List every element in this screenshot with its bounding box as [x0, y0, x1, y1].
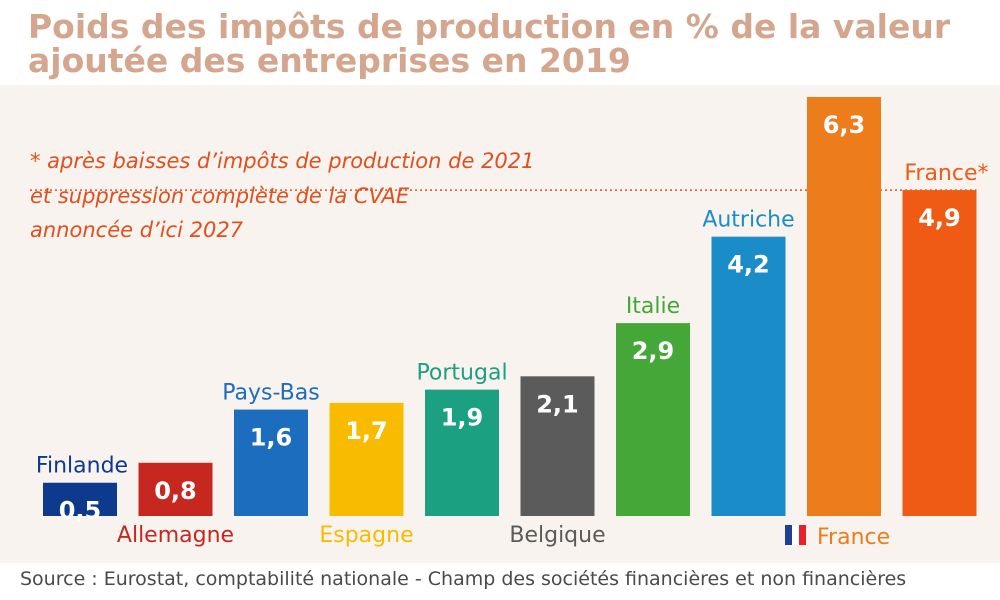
category-label-allemagne: Allemagne	[117, 523, 234, 548]
bar-autriche	[711, 236, 786, 516]
source-note: Source : Eurostat, comptabilité national…	[20, 568, 907, 590]
flag-stripe	[792, 525, 799, 545]
category-label-portugal: Portugal	[416, 361, 507, 386]
bar-france	[807, 97, 881, 516]
bar-belgique	[520, 376, 595, 516]
category-label-espagne: Espagne	[319, 523, 413, 548]
flag-stripe	[799, 525, 806, 545]
category-label-autriche: Autriche	[702, 208, 794, 233]
annotation-line-1: * après baisses d’impôts de production d…	[30, 149, 535, 173]
annotation-line-2: et suppression complète de la CVAE	[30, 184, 410, 208]
bar-italie	[616, 323, 690, 516]
category-label-france: France	[817, 525, 890, 550]
value-label-portugal: 1,9	[441, 404, 484, 432]
category-label-pays-bas: Pays-Bas	[222, 381, 319, 406]
bar-allemagne	[138, 462, 213, 516]
flag-stripe	[785, 525, 792, 545]
value-label-autriche: 4,2	[727, 251, 770, 279]
bar-france-star	[902, 190, 977, 516]
value-label-pays-bas: 1,6	[250, 424, 293, 452]
bar-portugal	[425, 389, 499, 516]
category-label-france-star: France*	[904, 161, 988, 186]
annotation-line-3: annoncée d’ici 2027	[30, 218, 244, 242]
bars-group: 0,5 Finlande 0,8 Allemagne 1,6 Pays-Bas 1,7 Esp…	[36, 97, 989, 550]
category-label-belgique: Belgique	[509, 523, 605, 548]
value-label-france-star: 4,9	[918, 204, 961, 232]
category-label-italie: Italie	[626, 294, 680, 319]
value-label-espagne: 1,7	[345, 417, 388, 445]
category-label-finlande: Finlande	[36, 454, 128, 479]
value-label-belgique: 2,1	[536, 390, 579, 418]
chart-title: Poids des impôts de production en % de l…	[28, 7, 951, 80]
bar-espagne	[329, 402, 404, 516]
bar-pays-bas	[234, 409, 308, 516]
value-label-italie: 2,9	[632, 337, 675, 365]
bar-finlande	[43, 482, 117, 516]
value-label-allemagne: 0,8	[154, 477, 197, 505]
value-label-france: 6,3	[823, 111, 866, 139]
value-label-finlande: 0,5	[59, 497, 102, 525]
